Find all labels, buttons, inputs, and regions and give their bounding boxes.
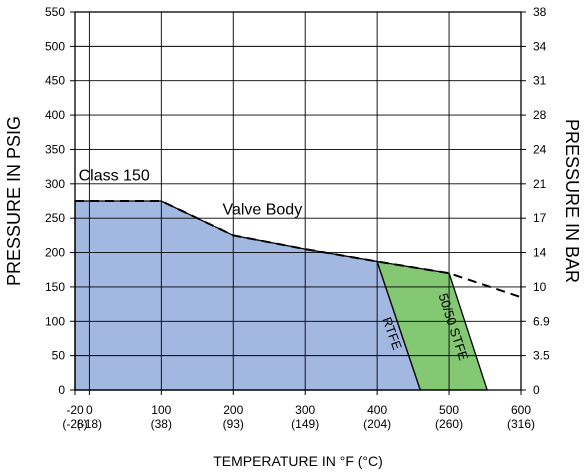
y2-tick-label: 21 bbox=[533, 177, 547, 191]
y-tick-label: 0 bbox=[58, 383, 65, 397]
x-tick-label-f: 400 bbox=[367, 403, 387, 417]
y2-tick-label: 17 bbox=[533, 211, 547, 225]
y2-tick-label: 10 bbox=[533, 280, 547, 294]
x-tick-label-f: -20 bbox=[66, 403, 84, 417]
x-tick-label-c: (260) bbox=[435, 417, 463, 431]
y2-tick-label: 0 bbox=[533, 383, 540, 397]
y-tick-label: 550 bbox=[45, 5, 65, 19]
fill-layer bbox=[74, 200, 489, 391]
x-tick-label-c: (-28) bbox=[62, 417, 87, 431]
y2-tick-label: 34 bbox=[533, 39, 547, 53]
y-tick-label: 500 bbox=[45, 39, 65, 53]
y-tick-label: 350 bbox=[45, 142, 65, 156]
y-tick-label: 450 bbox=[45, 74, 65, 88]
x-axis-title: TEMPERATURE IN °F (°C) bbox=[213, 453, 383, 469]
x-tick-label-c: (204) bbox=[363, 417, 391, 431]
x-tick-label-f: 200 bbox=[223, 403, 243, 417]
x-tick-label-c: (38) bbox=[151, 417, 172, 431]
x-tick-label-c: (-18) bbox=[77, 417, 102, 431]
x-tick-label-c: (93) bbox=[223, 417, 244, 431]
x-tick-label-c: (149) bbox=[291, 417, 319, 431]
y-tick-label: 50 bbox=[52, 349, 66, 363]
x-tick-label-c: (316) bbox=[507, 417, 535, 431]
y-tick-label: 200 bbox=[45, 246, 65, 260]
x-tick-label-f: 500 bbox=[439, 403, 459, 417]
x-tick-label-f: 600 bbox=[511, 403, 531, 417]
y-tick-label: 300 bbox=[45, 177, 65, 191]
y2-tick-label: 38 bbox=[533, 5, 547, 19]
y2-tick-label: 3.5 bbox=[533, 349, 550, 363]
series-area-rtfe bbox=[74, 200, 422, 391]
x-tick-label-f: 300 bbox=[295, 403, 315, 417]
annotation-class-150: Class 150 bbox=[79, 167, 150, 184]
y-tick-label: 250 bbox=[45, 211, 65, 225]
y2-tick-label: 31 bbox=[533, 74, 547, 88]
annotation-valve-body: Valve Body bbox=[222, 202, 302, 219]
y2-tick-label: 24 bbox=[533, 142, 547, 156]
y-axis-title: PRESSURE IN PSIG bbox=[4, 116, 24, 286]
y-tick-label: 400 bbox=[45, 108, 65, 122]
y2-tick-label: 6.9 bbox=[533, 314, 550, 328]
grid-layer bbox=[70, 11, 526, 395]
y2-axis-title: PRESSURE IN BAR bbox=[562, 119, 582, 283]
y2-tick-label: 28 bbox=[533, 108, 547, 122]
x-tick-label-f: 0 bbox=[86, 403, 93, 417]
y2-tick-label: 14 bbox=[533, 246, 547, 260]
y-tick-label: 100 bbox=[45, 314, 65, 328]
x-tick-label-f: 100 bbox=[151, 403, 171, 417]
y-tick-label: 150 bbox=[45, 280, 65, 294]
